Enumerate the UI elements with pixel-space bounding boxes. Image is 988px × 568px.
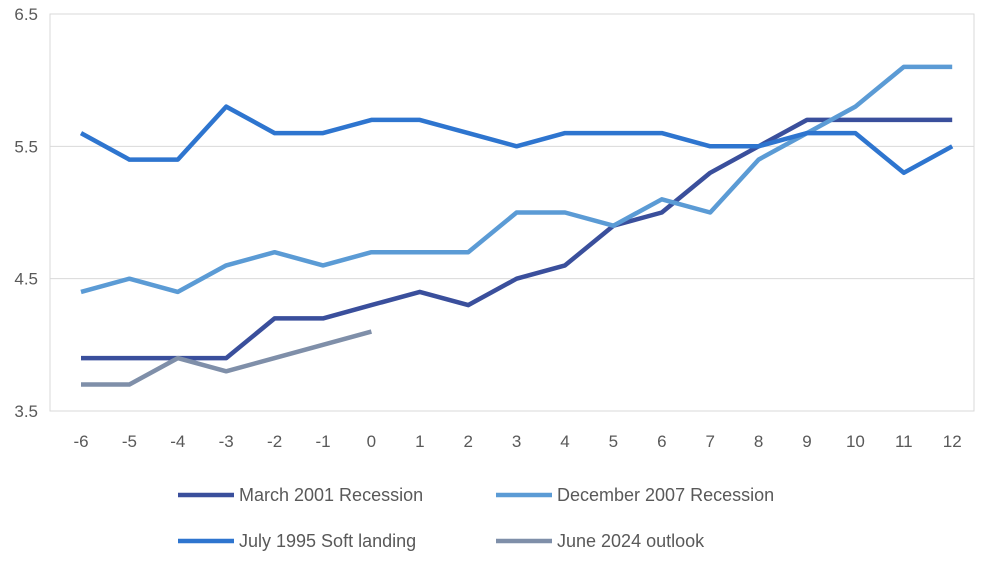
x-tick-label: -2	[267, 432, 282, 451]
x-tick-label: 11	[895, 432, 913, 451]
legend-label: December 2007 Recession	[557, 485, 774, 505]
legend-label: July 1995 Soft landing	[239, 531, 416, 551]
x-tick-label: 12	[943, 432, 962, 451]
y-axis-ticks: 3.5 4.5 5.5 6.5	[14, 5, 38, 421]
x-tick-label: 1	[415, 432, 424, 451]
x-tick-label: 8	[754, 432, 763, 451]
x-tick-label: 2	[463, 432, 472, 451]
legend-item: March 2001 Recession	[178, 485, 423, 505]
x-tick-label: 10	[846, 432, 865, 451]
series-lines	[79, 64, 954, 387]
x-axis-ticks: -6 -5 -4 -3 -2 -1 0 1 2 3 4 5 6 7 8 9 10 11 12	[73, 432, 961, 451]
x-tick-label: 3	[512, 432, 521, 451]
x-tick-label: 0	[367, 432, 376, 451]
x-tick-label: 4	[560, 432, 569, 451]
y-tick-label: 3.5	[14, 402, 38, 421]
plot-area	[49, 13, 975, 412]
y-tick-label: 5.5	[14, 137, 38, 156]
x-tick-label: 5	[609, 432, 618, 451]
legend-label: March 2001 Recession	[239, 485, 423, 505]
x-tick-label: 7	[705, 432, 714, 451]
legend-item: December 2007 Recession	[496, 485, 774, 505]
legend-item: July 1995 Soft landing	[178, 531, 416, 551]
legend: March 2001 Recession December 2007 Recess…	[178, 485, 774, 551]
x-tick-label: -1	[315, 432, 330, 451]
y-tick-label: 6.5	[14, 5, 38, 24]
x-tick-label: -6	[73, 432, 88, 451]
series-line-3	[79, 104, 954, 176]
x-tick-label: -4	[170, 432, 185, 451]
x-tick-label: 9	[802, 432, 811, 451]
x-tick-label: -5	[122, 432, 137, 451]
x-tick-label: 6	[657, 432, 666, 451]
legend-label: June 2024 outlook	[557, 531, 705, 551]
legend-item: June 2024 outlook	[496, 531, 705, 551]
y-tick-label: 4.5	[14, 270, 38, 289]
series-line-1	[81, 117, 953, 361]
x-tick-label: -3	[219, 432, 234, 451]
series-line-4	[81, 329, 372, 387]
